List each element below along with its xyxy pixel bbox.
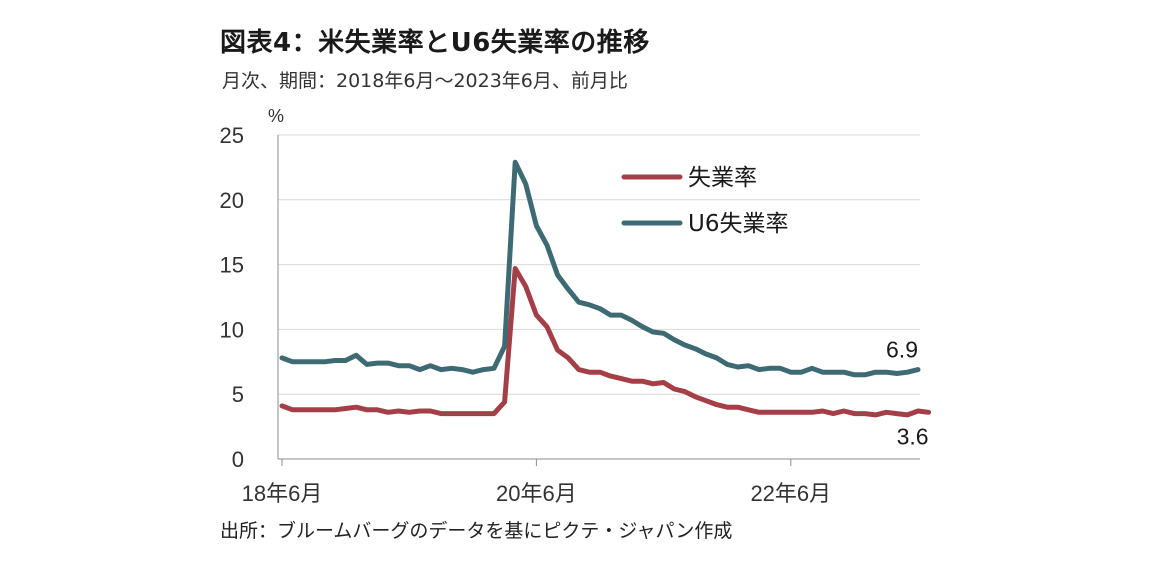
x-tick-label: 18年6月	[242, 481, 323, 506]
legend: 失業率 U6失業率	[621, 165, 788, 237]
y-tick-label: 5	[232, 382, 244, 407]
source-note: 出所：ブルームバーグのデータを基にピクテ・ジャパン作成	[220, 520, 733, 542]
chart-title: 図表4：米失業率とU6失業率の推移	[220, 28, 650, 58]
y-axis-unit: %	[268, 106, 284, 126]
x-tick-label: 20年6月	[496, 481, 577, 506]
series-line-unemployment-rate	[279, 266, 932, 418]
end-value-label: 6.9	[886, 337, 918, 363]
chart-subtitle: 月次、期間：2018年6月～2023年6月、前月比	[222, 70, 628, 92]
y-tick-label: 25	[220, 123, 244, 148]
y-tick-label: 10	[220, 317, 244, 342]
y-tick-labels: 0 5 10 15 20 25	[220, 123, 244, 472]
grid-lines	[278, 134, 920, 395]
series-lines	[279, 159, 932, 418]
series-line-u6-unemployment-rate	[279, 159, 921, 378]
end-value-label: 3.6	[897, 423, 929, 449]
y-tick-label: 0	[232, 447, 244, 472]
x-tick-label: 22年6月	[750, 481, 831, 506]
axes	[277, 135, 920, 460]
end-labels: 3.6 6.9	[886, 337, 929, 450]
legend-label: U6失業率	[688, 211, 788, 237]
legend-label: 失業率	[688, 165, 757, 191]
y-tick-label: 15	[220, 253, 244, 278]
y-tick-label: 20	[220, 188, 244, 213]
x-tick-labels: 18年6月 20年6月 22年6月	[242, 459, 831, 506]
